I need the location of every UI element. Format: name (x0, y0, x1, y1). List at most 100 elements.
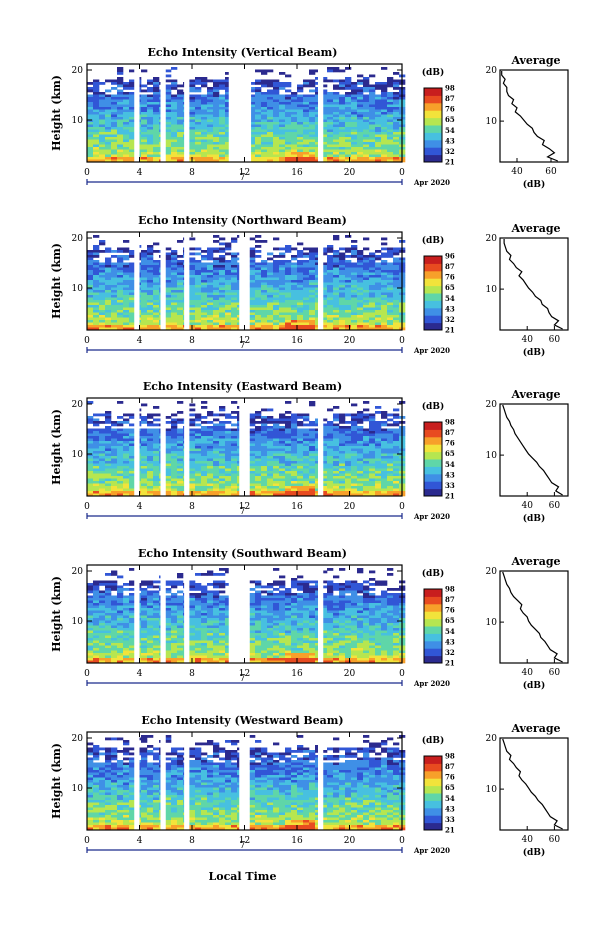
heatmap-cell (255, 114, 262, 118)
heatmap-cell (201, 476, 208, 479)
heatmap-cell (171, 99, 178, 103)
heatmap-cell (303, 267, 310, 271)
heatmap-cell (249, 305, 256, 308)
heatmap-cell (291, 456, 298, 459)
heatmap-cell (387, 114, 394, 118)
heatmap-cell (99, 421, 106, 424)
heatmap-cell (117, 119, 124, 123)
heatmap-cell (153, 282, 160, 286)
heatmap-cell (339, 255, 346, 258)
heatmap-cell (273, 307, 280, 311)
heatmap-cell (87, 486, 94, 489)
heatmap-cell (225, 468, 232, 472)
heatmap-cell (93, 129, 100, 133)
heatmap-cell (339, 82, 346, 85)
heatmap-cell (357, 119, 364, 123)
heatmap-cell (141, 262, 148, 266)
heatmap-cell (249, 463, 256, 467)
heatmap-cell (165, 436, 172, 439)
heatmap-cell (339, 491, 346, 494)
heatmap-cell (267, 436, 274, 439)
heatmap-cell (273, 428, 280, 432)
heatmap-cell (273, 478, 280, 482)
heatmap-cell (177, 493, 184, 497)
heatmap-cell (165, 119, 172, 123)
heatmap-cell (213, 127, 220, 130)
heatmap-cell (141, 453, 148, 457)
heatmap-cell (129, 152, 136, 155)
heatmap-cell (153, 144, 160, 148)
heatmap-cell (291, 483, 298, 487)
heatmap-cell (369, 320, 376, 323)
heatmap-cell (105, 272, 112, 276)
heatmap-cell (99, 272, 106, 276)
heatmap-cell (333, 280, 340, 283)
heatmap-cell (285, 431, 292, 434)
heatmap-cell (225, 413, 232, 417)
heatmap-cell (285, 451, 292, 454)
heatmap-cell (285, 97, 292, 100)
heatmap-cell (333, 310, 340, 313)
heatmap-cell (171, 252, 178, 256)
heatmap-cell (369, 302, 376, 306)
heatmap-cell (261, 272, 268, 276)
heatmap-cell (171, 488, 178, 492)
heatmap-cell (129, 441, 136, 444)
heatmap-cell (297, 423, 304, 427)
heatmap-cell (105, 436, 112, 439)
heatmap-cell (189, 87, 196, 90)
heatmap-cell (99, 310, 106, 313)
heatmap-cell (339, 325, 346, 328)
heatmap-cell (279, 282, 286, 286)
heatmap-cell (285, 114, 292, 118)
heatmap-cell (339, 142, 346, 145)
heatmap-cell (375, 270, 382, 273)
heatmap-cell (291, 481, 298, 484)
heatmap-cell (309, 137, 316, 140)
heatmap-cell (225, 285, 232, 288)
heatmap-cell (93, 421, 100, 424)
heatmap-cell (285, 488, 292, 492)
heatmap-cell (285, 119, 292, 123)
heatmap-cell (249, 272, 256, 276)
heatmap-cell (321, 468, 328, 472)
heatmap-cell (297, 142, 304, 145)
heatmap-cell (273, 154, 280, 158)
heatmap-cell (321, 290, 328, 293)
heatmap-cell (285, 265, 292, 268)
heatmap-cell (123, 322, 130, 326)
heatmap-cell (291, 416, 298, 419)
heatmap-cell (321, 317, 328, 321)
heatmap-cell (171, 67, 178, 70)
heatmap-cell (327, 262, 334, 266)
heatmap-cell (225, 134, 232, 138)
heatmap-cell (357, 104, 364, 108)
heatmap-cell (273, 453, 280, 457)
heatmap-cell (195, 325, 202, 328)
heatmap-cell (309, 255, 316, 258)
heatmap-cell (255, 295, 262, 298)
heatmap-cell (219, 453, 226, 457)
heatmap-cell (351, 466, 358, 469)
heatmap-cell (207, 149, 214, 153)
heatmap-cell (249, 413, 256, 417)
heatmap-cell (339, 129, 346, 133)
heatmap-cell (153, 458, 160, 462)
heatmap-cell (153, 406, 160, 409)
heatmap-cell (351, 147, 358, 150)
heatmap-cell (201, 154, 208, 158)
heatmap-cell (291, 448, 298, 452)
heatmap-cell (219, 159, 226, 163)
heatmap-cell (147, 421, 154, 424)
heatmap-cell (267, 275, 274, 278)
heatmap-cell (213, 297, 220, 301)
heatmap-cell (255, 102, 262, 105)
heatmap-cell (177, 441, 184, 444)
heatmap-cell (393, 272, 400, 276)
heatmap-cell (285, 124, 292, 128)
heatmap-cell (249, 237, 256, 241)
heatmap-cell (267, 129, 274, 133)
heatmap-cell (255, 448, 262, 452)
heatmap-cell (267, 441, 274, 444)
heatmap-cell (327, 102, 334, 105)
